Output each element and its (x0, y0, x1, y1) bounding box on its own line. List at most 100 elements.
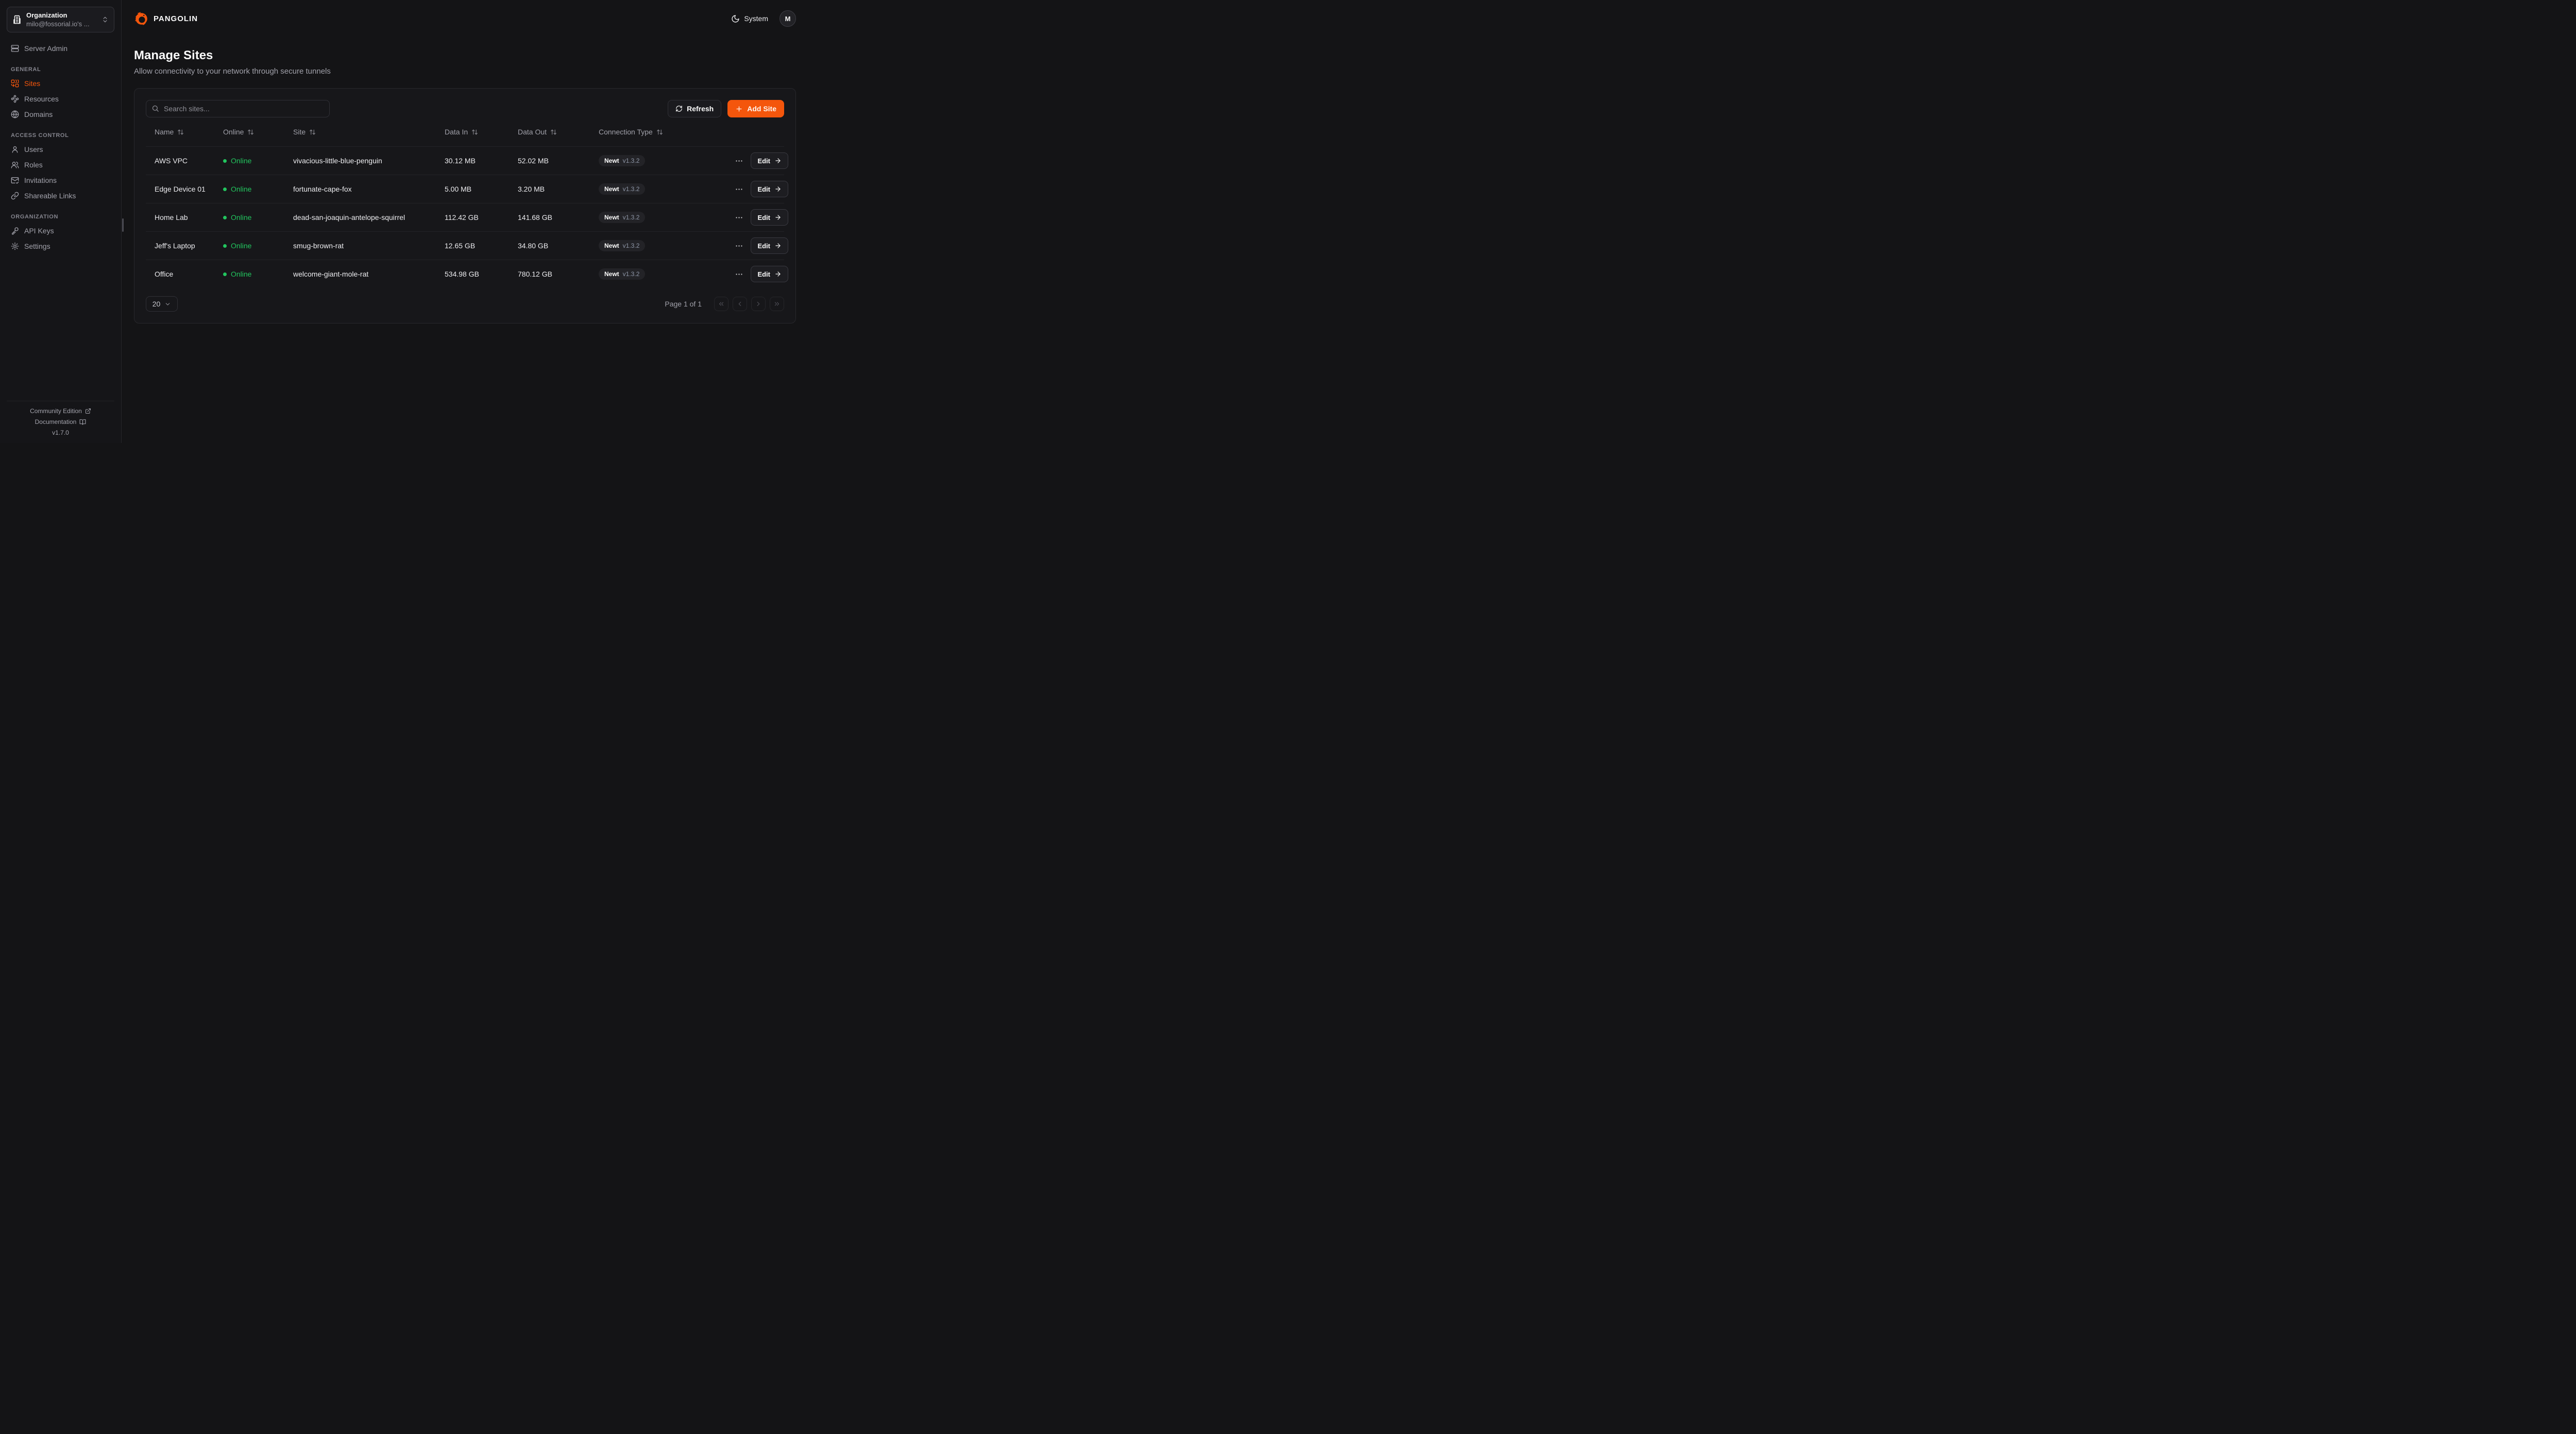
status-badge: Online (223, 270, 293, 278)
table-header: Name Online Site Data In Data Out Connec… (146, 117, 784, 146)
search-input[interactable] (146, 100, 330, 117)
sort-icon (177, 129, 184, 135)
users-icon (11, 161, 19, 169)
column-header-data-out[interactable]: Data Out (518, 128, 599, 136)
status-badge: Online (223, 213, 293, 221)
last-page-button[interactable] (770, 297, 784, 311)
org-switcher[interactable]: Organization milo@fossorial.io's ... (7, 7, 114, 32)
pagination: 20 Page 1 of 1 (146, 296, 784, 312)
brand-name: PANGOLIN (154, 14, 198, 23)
status-badge: Online (223, 157, 293, 165)
row-divider (146, 231, 784, 232)
sidebar-item-api-keys[interactable]: API Keys (7, 223, 114, 238)
site-name: Office (155, 270, 174, 278)
column-header-connection-type[interactable]: Connection Type (599, 128, 727, 136)
edit-button[interactable]: Edit (751, 209, 788, 226)
sidebar-item-settings[interactable]: Settings (7, 238, 114, 254)
sidebar-item-users[interactable]: Users (7, 142, 114, 157)
column-header-online[interactable]: Online (223, 128, 293, 136)
key-icon (11, 227, 19, 235)
documentation-label: Documentation (35, 418, 77, 425)
sidebar-item-label: Sites (24, 79, 41, 88)
waypoints-icon (11, 95, 19, 103)
site-name: AWS VPC (155, 157, 188, 165)
page-title: Manage Sites (134, 48, 213, 62)
row-menu-button[interactable] (735, 185, 743, 194)
prev-page-button[interactable] (733, 297, 747, 311)
row-divider (146, 146, 784, 147)
gear-icon (11, 242, 19, 250)
status-badge: Online (223, 185, 293, 193)
data-out: 141.68 GB (518, 213, 552, 221)
sidebar-item-label: Shareable Links (24, 192, 76, 200)
data-in: 534.98 GB (445, 270, 479, 278)
column-header-name[interactable]: Name (146, 128, 223, 136)
data-in: 5.00 MB (445, 185, 472, 193)
data-out: 3.20 MB (518, 185, 545, 193)
moon-icon (731, 14, 740, 23)
add-site-button[interactable]: Add Site (727, 100, 784, 117)
sidebar-item-roles[interactable]: Roles (7, 157, 114, 173)
sort-icon (247, 129, 254, 135)
edit-button[interactable]: Edit (751, 181, 788, 197)
avatar[interactable]: M (779, 10, 796, 27)
data-in: 12.65 GB (445, 242, 476, 250)
sidebar-item-label: Invitations (24, 176, 57, 184)
book-open-icon (79, 419, 86, 425)
section-label-organization: ORGANIZATION (11, 214, 59, 220)
sidebar-item-label: Roles (24, 161, 43, 169)
sidebar-item-resources[interactable]: Resources (7, 91, 114, 107)
row-menu-button[interactable] (735, 242, 743, 250)
sidebar-item-label: API Keys (24, 227, 54, 235)
table-row[interactable]: AWS VPC Online vivacious-little-blue-pen… (146, 147, 788, 175)
next-page-button[interactable] (751, 297, 766, 311)
site-slug: smug-brown-rat (293, 242, 344, 250)
theme-toggle[interactable]: System (731, 14, 768, 23)
data-in: 30.12 MB (445, 157, 476, 165)
column-header-site[interactable]: Site (293, 128, 445, 136)
plus-icon (735, 105, 743, 113)
sidebar-item-sites[interactable]: Sites (7, 76, 114, 91)
online-dot-icon (223, 272, 227, 276)
table-row[interactable]: Office Online welcome-giant-mole-rat 534… (146, 260, 788, 288)
chevron-down-icon (164, 301, 171, 308)
online-dot-icon (223, 187, 227, 191)
connection-type-badge: Newt v1.3.2 (599, 155, 646, 166)
sidebar-item-server-admin[interactable]: Server Admin (7, 41, 114, 56)
page-size-select[interactable]: 20 (146, 296, 178, 312)
chevrons-up-down-icon (101, 16, 109, 23)
arrow-right-icon (774, 185, 782, 193)
data-in: 112.42 GB (445, 213, 479, 221)
edit-button[interactable]: Edit (751, 152, 788, 169)
theme-label: System (744, 14, 768, 23)
sidebar-item-shareable-links[interactable]: Shareable Links (7, 188, 114, 203)
row-menu-button[interactable] (735, 157, 743, 165)
sidebar-scrollbar-thumb[interactable] (122, 218, 124, 232)
site-slug: fortunate-cape-fox (293, 185, 352, 193)
table-row[interactable]: Jeff's Laptop Online smug-brown-rat 12.6… (146, 232, 788, 260)
first-page-button[interactable] (714, 297, 728, 311)
link-icon (11, 192, 19, 200)
sort-icon (471, 129, 478, 135)
table-row[interactable]: Edge Device 01 Online fortunate-cape-fox… (146, 175, 788, 203)
site-slug: welcome-giant-mole-rat (293, 270, 369, 278)
sidebar-item-invitations[interactable]: Invitations (7, 173, 114, 188)
sidebar-item-label: Users (24, 145, 43, 153)
column-header-data-in[interactable]: Data In (445, 128, 518, 136)
edit-button[interactable]: Edit (751, 237, 788, 254)
refresh-label: Refresh (687, 105, 714, 113)
row-menu-button[interactable] (735, 270, 743, 279)
sort-icon (656, 129, 663, 135)
online-dot-icon (223, 159, 227, 163)
community-edition-label: Community Edition (30, 407, 82, 415)
sort-icon (309, 129, 316, 135)
refresh-button[interactable]: Refresh (668, 100, 722, 117)
table-row[interactable]: Home Lab Online dead-san-joaquin-antelop… (146, 203, 788, 231)
sidebar-item-domains[interactable]: Domains (7, 107, 114, 122)
documentation-link[interactable]: Documentation (35, 418, 87, 425)
row-menu-button[interactable] (735, 213, 743, 222)
community-edition-link[interactable]: Community Edition (30, 407, 91, 415)
edit-button[interactable]: Edit (751, 266, 788, 282)
online-dot-icon (223, 244, 227, 248)
data-out: 780.12 GB (518, 270, 552, 278)
